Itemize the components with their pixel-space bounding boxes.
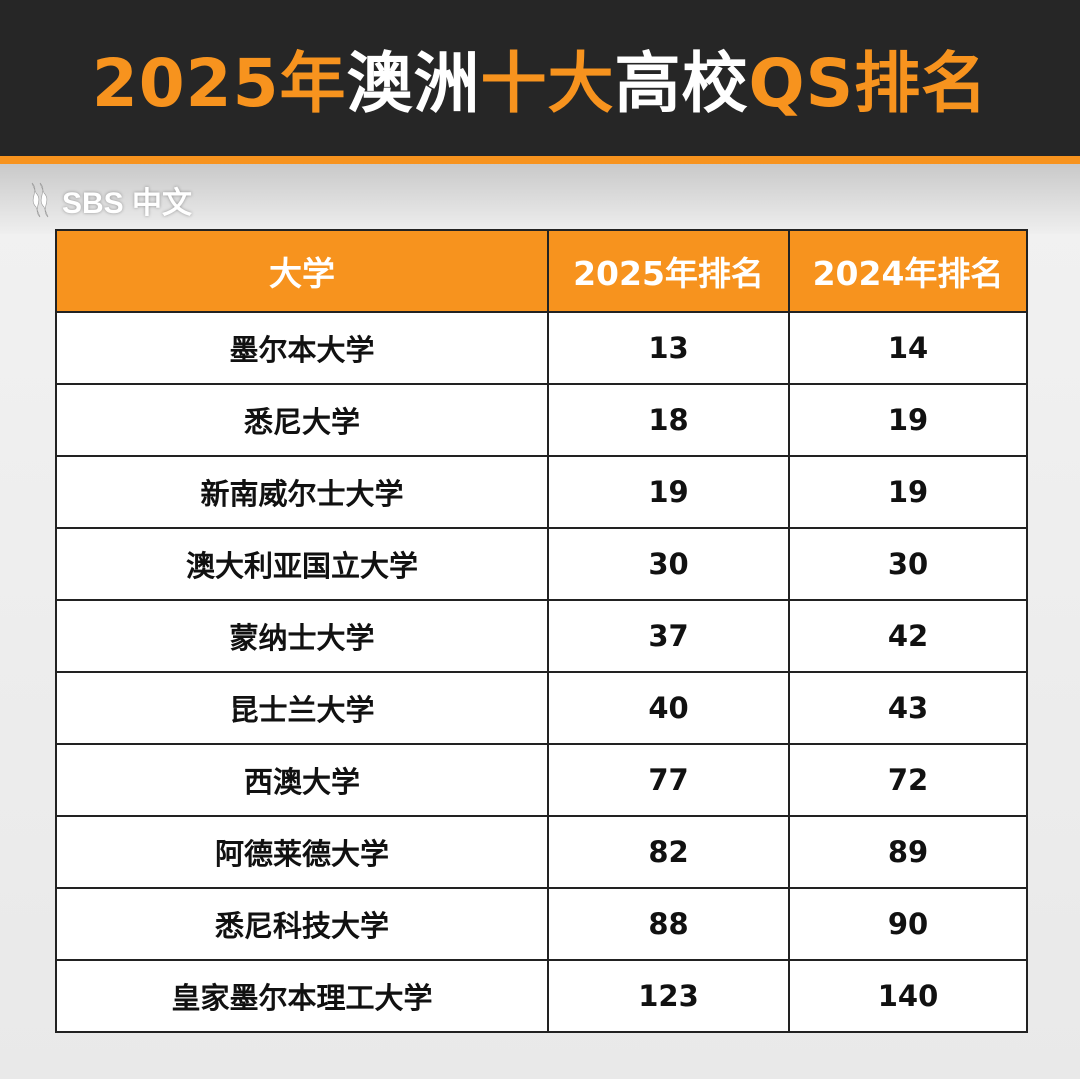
- rank-2025: 88: [547, 887, 790, 961]
- rank-2025: 30: [547, 527, 790, 601]
- title-australia: 澳洲: [346, 45, 481, 122]
- rank-2025: 123: [547, 959, 790, 1033]
- university-name: 昆士兰大学: [55, 671, 549, 745]
- table-row: 蒙纳士大学 37 42: [55, 599, 1028, 673]
- header-banner: 2025年 澳洲 十大 高校 QS排名: [0, 0, 1080, 156]
- logo-text: SBS 中文: [62, 187, 193, 220]
- rank-2024: 72: [788, 743, 1028, 817]
- university-name: 悉尼科技大学: [55, 887, 549, 961]
- title-year: 2025年: [91, 45, 347, 122]
- sbs-wave-icon: [31, 182, 49, 218]
- rank-2025: 18: [547, 383, 790, 457]
- rank-2025: 37: [547, 599, 790, 673]
- rank-2025: 82: [547, 815, 790, 889]
- table-row: 墨尔本大学 13 14: [55, 311, 1028, 385]
- table-row: 悉尼大学 18 19: [55, 383, 1028, 457]
- university-name: 阿德莱德大学: [55, 815, 549, 889]
- title-universities: 高校: [614, 45, 749, 122]
- table-row: 澳大利亚国立大学 30 30: [55, 527, 1028, 601]
- university-name: 西澳大学: [55, 743, 549, 817]
- rank-2024: 19: [788, 455, 1028, 529]
- table-row: 皇家墨尔本理工大学 123 140: [55, 959, 1028, 1033]
- rank-2025: 77: [547, 743, 790, 817]
- university-name: 新南威尔士大学: [55, 455, 549, 529]
- column-header-rank-2024: 2024年排名: [788, 229, 1028, 313]
- rank-2025: 19: [547, 455, 790, 529]
- rank-2025: 40: [547, 671, 790, 745]
- rank-2024: 19: [788, 383, 1028, 457]
- table-row: 阿德莱德大学 82 89: [55, 815, 1028, 889]
- rank-2024: 89: [788, 815, 1028, 889]
- column-header-university: 大学: [55, 229, 549, 313]
- table-row: 昆士兰大学 40 43: [55, 671, 1028, 745]
- table-row: 西澳大学 77 72: [55, 743, 1028, 817]
- sub-band: [0, 164, 1080, 234]
- title-top-ten: 十大: [480, 45, 615, 122]
- university-name: 悉尼大学: [55, 383, 549, 457]
- rank-2024: 42: [788, 599, 1028, 673]
- ranking-table: 大学 2025年排名 2024年排名 墨尔本大学 13 14 悉尼大学 18 1…: [55, 229, 1028, 1033]
- rank-2024: 30: [788, 527, 1028, 601]
- page-title: 2025年 澳洲 十大 高校 QS排名: [92, 30, 988, 126]
- rank-2024: 14: [788, 311, 1028, 385]
- title-qs-ranking: QS排名: [748, 45, 989, 122]
- header-accent-line: [0, 156, 1080, 164]
- table-row: 悉尼科技大学 88 90: [55, 887, 1028, 961]
- university-name: 蒙纳士大学: [55, 599, 549, 673]
- rank-2024: 43: [788, 671, 1028, 745]
- table-header-row: 大学 2025年排名 2024年排名: [55, 229, 1028, 313]
- sbs-logo: SBS 中文: [26, 178, 192, 222]
- rank-2024: 140: [788, 959, 1028, 1033]
- university-name: 澳大利亚国立大学: [55, 527, 549, 601]
- university-name: 皇家墨尔本理工大学: [55, 959, 549, 1033]
- table-row: 新南威尔士大学 19 19: [55, 455, 1028, 529]
- rank-2024: 90: [788, 887, 1028, 961]
- university-name: 墨尔本大学: [55, 311, 549, 385]
- column-header-rank-2025: 2025年排名: [547, 229, 790, 313]
- rank-2025: 13: [547, 311, 790, 385]
